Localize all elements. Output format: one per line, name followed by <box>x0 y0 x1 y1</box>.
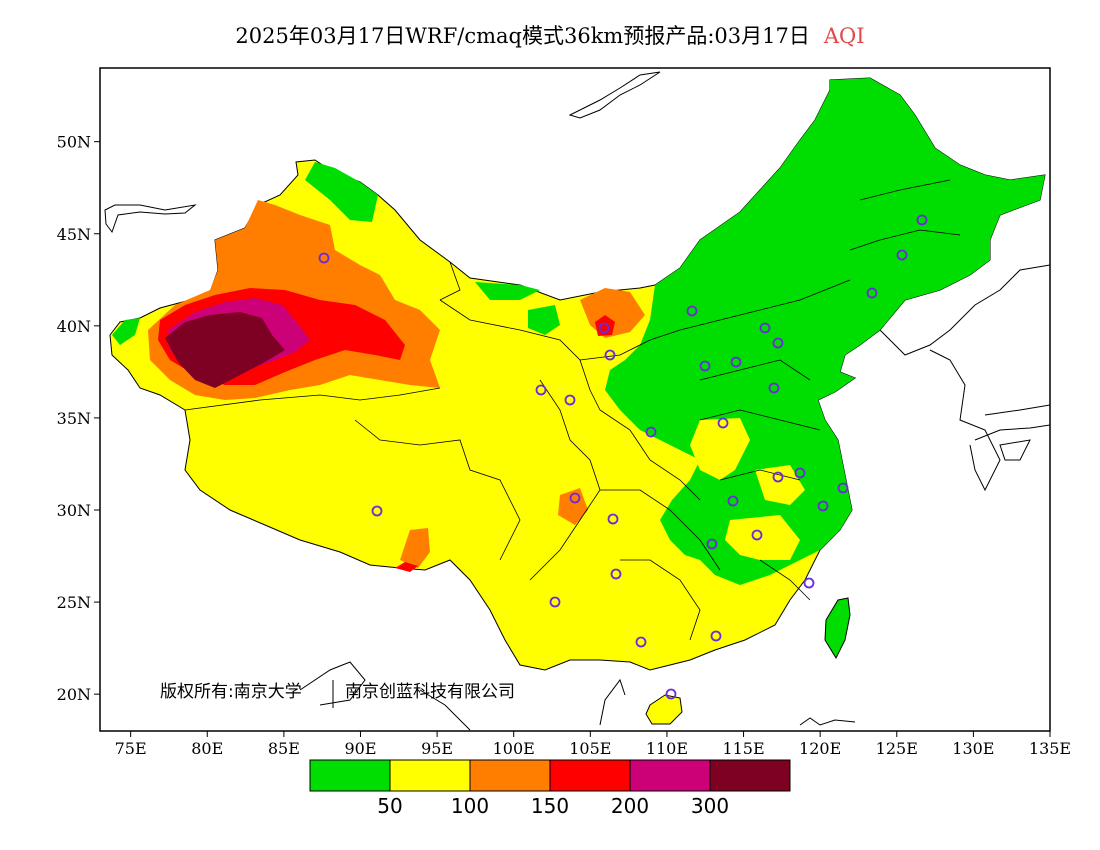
lat-tick-label: 50N <box>57 133 91 152</box>
neighbor-coastlines <box>104 71 1050 731</box>
lon-tick-label: 125E <box>876 739 918 758</box>
station-marker <box>549 596 561 608</box>
lat-tick-label: 25N <box>57 593 91 612</box>
station-marker <box>635 636 647 648</box>
aqi-zone-good-patch <box>112 318 140 345</box>
copyright-left: 版权所有:南京大学 <box>160 682 302 702</box>
aqi-zone-good-patch <box>475 282 540 300</box>
station-marker <box>610 568 622 580</box>
lon-tick-label: 100E <box>493 739 535 758</box>
station-marker <box>717 417 729 429</box>
legend-label: 150 <box>531 794 569 818</box>
lat-tick-label: 40N <box>57 317 91 336</box>
aqi-zone-unhealthy-sensitive-patch <box>558 488 588 525</box>
station-marker <box>706 538 718 550</box>
station-marker <box>665 688 677 700</box>
aqi-legend: 50 100 150 200 300 <box>309 759 791 818</box>
legend-swatch <box>629 759 711 792</box>
aqi-zone-moderate-patch <box>725 515 800 560</box>
lon-tick-label: 135E <box>1029 739 1071 758</box>
legend-swatch <box>549 759 631 792</box>
station-marker <box>686 305 698 317</box>
lat-tick-label: 20N <box>57 685 91 704</box>
lon-tick-label: 115E <box>722 739 764 758</box>
legend-label: 100 <box>451 794 489 818</box>
title-text: 2025年03月17日WRF/cmaq模式36km预报产品:03月17日 <box>235 24 810 48</box>
station-marker <box>896 249 908 261</box>
aqi-zone-unhealthy-patch <box>395 562 418 572</box>
map-title: 2025年03月17日WRF/cmaq模式36km预报产品:03月17日 AQI <box>0 20 1100 50</box>
map-frame <box>99 67 1051 732</box>
station-marker <box>727 495 739 507</box>
title-variable: AQI <box>823 24 865 48</box>
aqi-zone-moderate-patch <box>755 465 805 505</box>
hainan-island <box>645 694 683 725</box>
longitude-axis: 75E 80E 85E 90E 95E 100E 105E 110E 115E 120E 125E 1… <box>115 731 1071 758</box>
station-marker <box>768 382 780 394</box>
station-marker <box>866 287 878 299</box>
station-marker <box>598 322 610 334</box>
lon-tick-label: 110E <box>646 739 688 758</box>
lat-tick-label: 45N <box>57 225 91 244</box>
aqi-zone-good-northeast <box>605 78 1045 585</box>
station-marker <box>751 529 763 541</box>
station-marker <box>916 214 928 226</box>
map-content <box>104 71 1050 731</box>
station-marker <box>645 426 657 438</box>
lon-tick-label: 80E <box>191 739 223 758</box>
lon-tick-label: 95E <box>421 739 453 758</box>
station-marker <box>604 349 616 361</box>
station-marker <box>607 513 619 525</box>
station-marker <box>371 505 383 517</box>
station-marker <box>772 337 784 349</box>
station-marker <box>699 360 711 372</box>
station-marker <box>318 252 330 264</box>
lat-tick-label: 35N <box>57 409 91 428</box>
monitoring-stations <box>318 214 928 700</box>
lat-tick-label: 30N <box>57 501 91 520</box>
latitude-axis: 50N 45N 40N 35N 30N 25N 20N <box>57 133 100 704</box>
legend-swatch <box>389 759 471 792</box>
station-marker <box>730 356 742 368</box>
legend-label: 300 <box>691 794 729 818</box>
aqi-zone-hazardous <box>165 312 285 388</box>
station-marker <box>817 500 829 512</box>
aqi-zone-moderate-patch <box>690 418 750 480</box>
station-marker <box>535 384 547 396</box>
lon-tick-label: 90E <box>344 739 376 758</box>
legend-swatch <box>309 759 391 792</box>
lon-tick-label: 130E <box>952 739 994 758</box>
station-marker <box>759 322 771 334</box>
lon-tick-label: 105E <box>569 739 611 758</box>
legend-swatch <box>469 759 551 792</box>
aqi-zone-unhealthy-sensitive-patch <box>400 528 430 568</box>
aqi-zone-good-patch <box>528 305 560 335</box>
station-marker <box>837 482 849 494</box>
station-marker <box>564 394 576 406</box>
station-marker <box>803 577 815 589</box>
station-marker <box>794 467 806 479</box>
station-marker <box>569 492 581 504</box>
station-marker <box>772 471 784 483</box>
taiwan-island <box>824 597 851 660</box>
lon-tick-label: 75E <box>115 739 147 758</box>
legend-label: 50 <box>377 794 402 818</box>
lon-tick-label: 85E <box>268 739 300 758</box>
lon-tick-label: 120E <box>799 739 841 758</box>
aqi-zone-good-north-xinjiang <box>305 162 378 222</box>
copyright-right: 南京创蓝科技有限公司 <box>345 682 515 702</box>
legend-swatch <box>709 759 791 792</box>
legend-label: 200 <box>611 794 649 818</box>
station-marker <box>710 630 722 642</box>
province-boundaries <box>184 179 961 641</box>
